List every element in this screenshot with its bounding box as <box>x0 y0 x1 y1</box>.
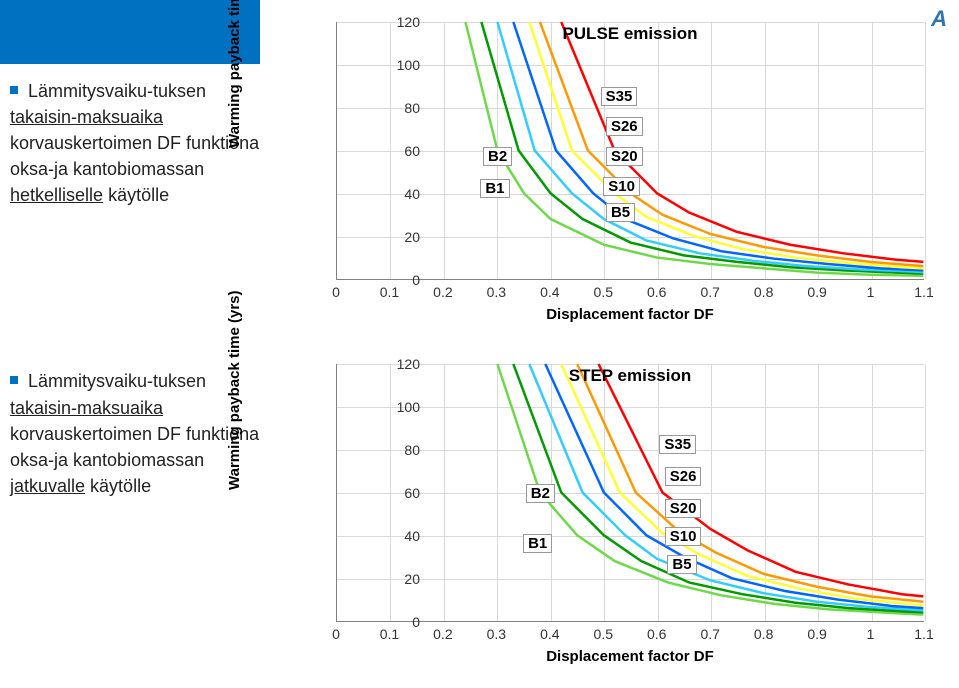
series-S20 <box>545 364 923 608</box>
txt: käytölle <box>103 185 169 205</box>
x-axis-label: Displacement factor DF <box>336 306 924 323</box>
x-tick: 0.9 <box>807 284 826 300</box>
text-column: Lämmitysvaiku-tuksen takaisin-maksuaika … <box>10 78 260 659</box>
series-label-S35: S35 <box>601 87 638 106</box>
series-S35 <box>599 364 924 596</box>
txt-u: hetkelliselle <box>10 185 103 205</box>
x-tick: 0.2 <box>433 284 452 300</box>
txt: käytölle <box>85 476 151 496</box>
x-tick: 0 <box>332 284 340 300</box>
y-tick: 20 <box>360 571 420 587</box>
series-label-B1: B1 <box>523 534 552 553</box>
x-tick: 0.8 <box>754 284 773 300</box>
x-tick: 1.1 <box>914 284 933 300</box>
bullet-icon <box>10 376 18 384</box>
x-tick: 0.4 <box>540 284 559 300</box>
series-label-S26: S26 <box>606 117 643 136</box>
x-tick: 0.3 <box>487 284 506 300</box>
series-label-B5: B5 <box>606 203 635 222</box>
series-S10 <box>481 22 923 274</box>
txt-u: jatkuvalle <box>10 476 85 496</box>
series-label-S26: S26 <box>665 467 702 486</box>
x-tick: 0.1 <box>380 626 399 642</box>
x-tick: 0.1 <box>380 284 399 300</box>
x-tick: 1.1 <box>914 626 933 642</box>
chart-pulse: 02040608010012000.10.20.30.40.50.60.70.8… <box>270 8 948 338</box>
series-label-B1: B1 <box>480 179 509 198</box>
y-axis-label: Warming payback time (yrs) <box>226 0 243 148</box>
x-tick: 0.6 <box>647 626 666 642</box>
series-label-B2: B2 <box>526 484 555 503</box>
series-S10 <box>513 364 923 612</box>
header-bar <box>0 0 260 64</box>
series-B2 <box>529 22 923 268</box>
chart-title: PULSE emission <box>336 24 924 44</box>
curves-svg <box>337 364 924 621</box>
y-tick: 60 <box>360 485 420 501</box>
y-tick: 40 <box>360 528 420 544</box>
series-label-B2: B2 <box>483 147 512 166</box>
x-tick: 0.5 <box>594 284 613 300</box>
x-tick: 0.3 <box>487 626 506 642</box>
txt-u: takaisin-maksuaika <box>10 398 163 418</box>
txt: korvauskertoimen DF funktiona oksa-ja ka… <box>10 424 259 470</box>
txt-u: takaisin-maksuaika <box>10 107 163 127</box>
bullet-icon <box>10 86 18 94</box>
x-tick: 0.5 <box>594 626 613 642</box>
x-tick: 0.4 <box>540 626 559 642</box>
txt: Lämmitysvaiku-tuksen <box>28 371 206 391</box>
series-S20 <box>513 22 923 270</box>
y-tick: 60 <box>360 143 420 159</box>
y-axis-label: Warming payback time (yrs) <box>226 290 243 490</box>
series-label-B5: B5 <box>667 555 696 574</box>
x-tick: 0.2 <box>433 626 452 642</box>
txt: Lämmitysvaiku-tuksen <box>28 81 206 101</box>
chart-title: STEP emission <box>336 366 924 386</box>
x-tick: 0.6 <box>647 284 666 300</box>
x-tick: 1 <box>867 626 875 642</box>
text-block-2: Lämmitysvaiku-tuksen takaisin-maksuaika … <box>10 368 260 498</box>
x-axis-label: Displacement factor DF <box>336 648 924 665</box>
y-tick: 100 <box>360 57 420 73</box>
y-tick: 20 <box>360 229 420 245</box>
plot-region <box>336 364 924 622</box>
x-tick: 1 <box>867 284 875 300</box>
series-label-S10: S10 <box>603 177 640 196</box>
chart-step: 02040608010012000.10.20.30.40.50.60.70.8… <box>270 350 948 680</box>
series-label-S20: S20 <box>665 499 702 518</box>
x-tick: 0.7 <box>700 626 719 642</box>
x-tick: 0 <box>332 626 340 642</box>
series-label-S35: S35 <box>659 435 696 454</box>
txt: korvauskertoimen DF funktiona oksa-ja ka… <box>10 133 259 179</box>
series-label-S10: S10 <box>665 527 702 546</box>
series-label-S20: S20 <box>606 147 643 166</box>
text-block-1: Lämmitysvaiku-tuksen takaisin-maksuaika … <box>10 78 260 208</box>
series-B1 <box>529 364 923 610</box>
y-tick: 100 <box>360 399 420 415</box>
x-tick: 0.7 <box>700 284 719 300</box>
y-tick: 80 <box>360 100 420 116</box>
x-tick: 0.8 <box>754 626 773 642</box>
y-tick: 80 <box>360 442 420 458</box>
chart-area: 02040608010012000.10.20.30.40.50.60.70.8… <box>270 8 950 688</box>
y-tick: 40 <box>360 186 420 202</box>
x-tick: 0.9 <box>807 626 826 642</box>
